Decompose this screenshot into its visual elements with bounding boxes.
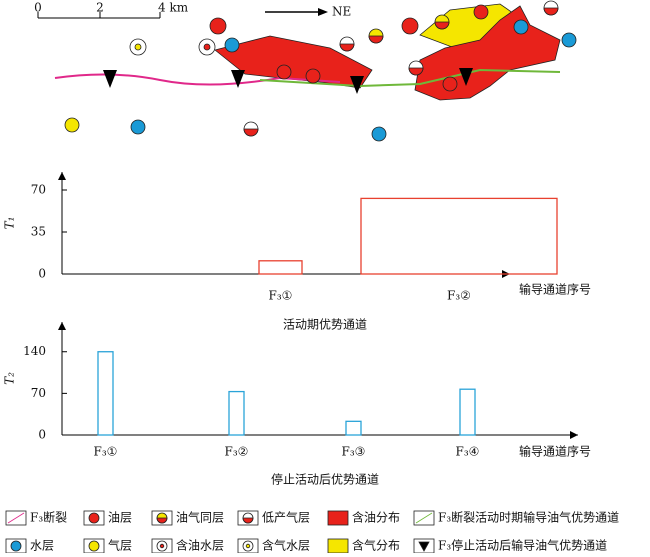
- legend-label: 含油分布: [352, 510, 400, 525]
- legend-icon: [159, 543, 165, 549]
- map: 0 2 4 km NE: [34, 0, 577, 142]
- bar: [97, 351, 114, 436]
- x-tick-label: F₃①: [269, 289, 293, 303]
- bar: [459, 388, 476, 436]
- active-channel: [259, 68, 561, 88]
- x-tick-label: F₃④: [456, 445, 480, 459]
- y-axis-label: T₂: [3, 372, 17, 385]
- oil-layer: [209, 17, 227, 35]
- x-axis-label: 输导通道序号: [519, 444, 591, 459]
- x-tick-label: F₃②: [225, 445, 249, 459]
- oil-layer: [276, 64, 292, 80]
- bar: [258, 260, 303, 275]
- legend-icon: [156, 517, 168, 524]
- channel-marker: [103, 70, 117, 88]
- low-gas-layer-fill: [543, 7, 559, 16]
- legend-label: 含气分布: [352, 538, 400, 553]
- y-axis-arrow: [58, 322, 66, 330]
- legend-label: 低产气层: [262, 510, 310, 525]
- legend-icon: [7, 512, 25, 524]
- x-axis-label: 输导通道序号: [519, 282, 591, 297]
- channel-marker: [231, 70, 245, 88]
- legend-label: F₃断裂: [30, 510, 67, 525]
- gas-layer: [64, 117, 80, 133]
- low-gas-layer-fill: [243, 128, 259, 137]
- x-axis-arrow: [570, 431, 578, 439]
- legend-icon: [88, 512, 100, 524]
- gas-water-layer-dot: [134, 43, 142, 51]
- y-tick-label: 0: [38, 267, 46, 281]
- bar: [345, 420, 362, 436]
- oil-gas-layer-fill: [434, 21, 450, 30]
- scale-label: 0: [34, 1, 42, 15]
- water-layer: [130, 119, 146, 135]
- map-symbols: [64, 0, 577, 142]
- low-gas-layer-fill: [339, 43, 355, 52]
- x-tick-label: F₃②: [447, 289, 471, 303]
- x-tick-label: F₃③: [342, 445, 366, 459]
- legend-label: 含油水层: [176, 538, 224, 553]
- fault-f3: [54, 73, 341, 86]
- chart-caption: 停止活动后优势通道: [271, 472, 379, 487]
- legend-label: 水层: [30, 539, 54, 553]
- channel-marker: [350, 76, 364, 94]
- water-layer: [371, 126, 387, 142]
- north-arrow-head: [318, 8, 328, 16]
- oil-layer: [442, 76, 458, 92]
- legend-label: 含气水层: [262, 538, 310, 553]
- legend-label: F₃停止活动后输导油气优势通道: [438, 538, 607, 553]
- y-tick-label: 0: [38, 428, 46, 442]
- scale-label: 4 km: [158, 1, 189, 15]
- legend-icon: [327, 538, 349, 554]
- y-tick-label: 140: [23, 344, 46, 358]
- legend-label: 油层: [108, 511, 132, 525]
- water-layer: [561, 32, 577, 48]
- legend-label: F₃断裂活动时期输导油气优势通道: [438, 510, 619, 525]
- legend-icon: [415, 512, 433, 524]
- legend-icon: [327, 510, 349, 526]
- oil-layer: [305, 68, 321, 84]
- legend-icon: [418, 541, 430, 552]
- oil-gas-layer-fill: [368, 35, 384, 44]
- y-axis-arrow: [58, 172, 66, 180]
- bar: [360, 197, 558, 275]
- direction-label: NE: [332, 5, 351, 19]
- low-gas-layer-fill: [408, 67, 424, 76]
- x-tick-label: F₃①: [94, 445, 118, 459]
- oil-layer: [473, 4, 489, 20]
- channel-marker: [459, 68, 473, 86]
- chart-caption: 活动期优势通道: [283, 318, 367, 332]
- legend-label: 油气同层: [176, 510, 224, 525]
- legend-icon: [88, 540, 100, 552]
- water-layer: [224, 37, 240, 53]
- scale-label: 2: [96, 1, 104, 15]
- legend-label: 气层: [108, 538, 132, 553]
- y-tick-label: 70: [31, 183, 46, 197]
- legend-icon: [245, 543, 251, 549]
- legend-icon: [10, 540, 22, 552]
- water-layer: [513, 19, 529, 35]
- legend-icon: [242, 517, 254, 524]
- y-axis-label: T₁: [3, 217, 17, 230]
- bar: [228, 390, 245, 436]
- y-tick-label: 70: [31, 386, 46, 400]
- oil-water-layer-dot: [203, 43, 211, 51]
- oil-area: [214, 35, 373, 89]
- oil-layer: [401, 17, 419, 35]
- y-tick-label: 35: [31, 225, 46, 239]
